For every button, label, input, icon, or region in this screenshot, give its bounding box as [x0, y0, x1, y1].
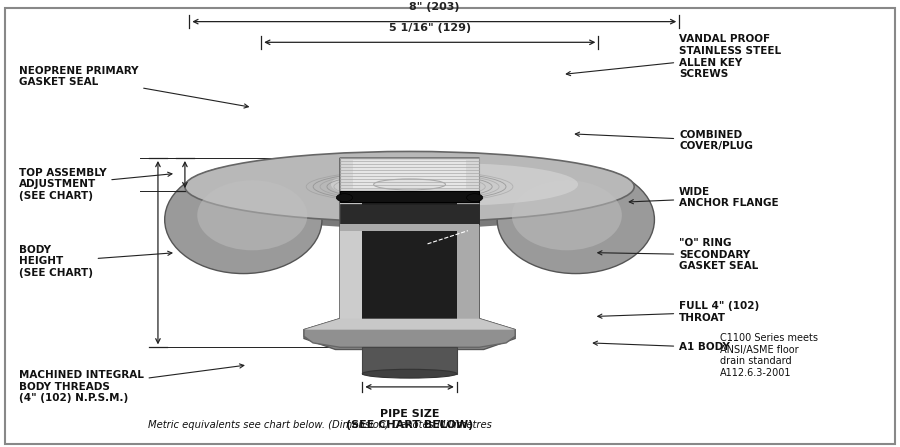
Text: C1100 Series meets
ANSI/ASME floor
drain standard
A112.6.3-2001: C1100 Series meets ANSI/ASME floor drain… [720, 333, 817, 378]
Polygon shape [363, 158, 456, 319]
Circle shape [466, 194, 482, 202]
Ellipse shape [512, 180, 622, 250]
Ellipse shape [165, 166, 322, 274]
Text: FULL 4" (102)
THROAT: FULL 4" (102) THROAT [598, 301, 760, 323]
Text: 8" (203): 8" (203) [409, 2, 460, 12]
Ellipse shape [180, 154, 639, 228]
Text: BODY
HEIGHT
(SEE CHART): BODY HEIGHT (SEE CHART) [19, 245, 172, 278]
Polygon shape [304, 319, 515, 347]
Ellipse shape [197, 180, 307, 250]
Text: WIDE
ANCHOR FLANGE: WIDE ANCHOR FLANGE [629, 187, 778, 208]
Polygon shape [340, 224, 479, 231]
Polygon shape [340, 204, 479, 224]
Text: "O" RING
SECONDARY
GASKET SEAL: "O" RING SECONDARY GASKET SEAL [598, 238, 759, 271]
Ellipse shape [331, 163, 578, 206]
Polygon shape [340, 191, 479, 202]
Text: A1 BODY: A1 BODY [593, 341, 730, 352]
Polygon shape [340, 158, 479, 191]
Ellipse shape [363, 369, 456, 378]
Polygon shape [456, 158, 479, 319]
Polygon shape [340, 158, 363, 319]
Text: PIPE SIZE
(SEE CHART BELOW): PIPE SIZE (SEE CHART BELOW) [346, 409, 473, 430]
Text: COMBINED
COVER/PLUG: COMBINED COVER/PLUG [575, 130, 753, 151]
Ellipse shape [497, 166, 654, 274]
Text: Metric equivalents see chart below. (Dimension) Denotes Millimetres: Metric equivalents see chart below. (Dim… [148, 420, 491, 430]
Text: VANDAL PROOF
STAINLESS STEEL
ALLEN KEY
SCREWS: VANDAL PROOF STAINLESS STEEL ALLEN KEY S… [566, 34, 781, 79]
FancyBboxPatch shape [5, 8, 895, 444]
Text: MACHINED INTEGRAL
BODY THREADS
(4" (102) N.P.S.M.): MACHINED INTEGRAL BODY THREADS (4" (102)… [19, 364, 244, 404]
Text: NEOPRENE PRIMARY
GASKET SEAL: NEOPRENE PRIMARY GASKET SEAL [19, 66, 248, 108]
Polygon shape [304, 319, 515, 330]
Ellipse shape [374, 179, 446, 190]
Ellipse shape [184, 152, 634, 222]
Text: 5 1/16" (129): 5 1/16" (129) [389, 23, 471, 33]
Polygon shape [304, 158, 515, 350]
Polygon shape [363, 347, 456, 374]
Text: TOP ASSEMBLY
ADJUSTMENT
(SEE CHART): TOP ASSEMBLY ADJUSTMENT (SEE CHART) [19, 168, 172, 201]
Circle shape [337, 194, 353, 202]
Polygon shape [354, 160, 465, 189]
